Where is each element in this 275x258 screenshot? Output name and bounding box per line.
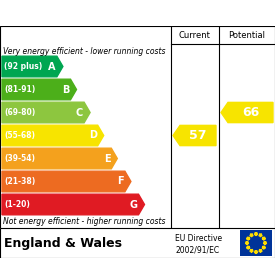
Polygon shape — [262, 237, 265, 240]
Polygon shape — [246, 246, 250, 249]
Polygon shape — [2, 102, 90, 123]
Polygon shape — [2, 125, 104, 146]
Text: England & Wales: England & Wales — [4, 237, 122, 249]
Text: (69-80): (69-80) — [4, 108, 35, 117]
Text: (81-91): (81-91) — [4, 85, 35, 94]
Polygon shape — [263, 241, 267, 245]
Text: Energy Efficiency Rating: Energy Efficiency Rating — [36, 6, 239, 21]
Text: (21-38): (21-38) — [4, 177, 35, 186]
Text: Potential: Potential — [229, 30, 265, 39]
Text: Very energy efficient - lower running costs: Very energy efficient - lower running co… — [3, 46, 166, 55]
Polygon shape — [250, 234, 253, 237]
Text: Not energy efficient - higher running costs: Not energy efficient - higher running co… — [3, 217, 166, 227]
Text: (92 plus): (92 plus) — [4, 62, 42, 71]
Text: EU Directive: EU Directive — [175, 234, 222, 243]
Text: (39-54): (39-54) — [4, 154, 35, 163]
Polygon shape — [250, 249, 253, 253]
Polygon shape — [2, 79, 76, 100]
Polygon shape — [254, 232, 258, 236]
Polygon shape — [259, 249, 262, 253]
Text: 57: 57 — [189, 129, 207, 142]
Text: A: A — [48, 61, 56, 71]
Text: C: C — [76, 108, 83, 117]
Polygon shape — [262, 246, 265, 249]
Polygon shape — [259, 234, 262, 237]
Text: 2002/91/EC: 2002/91/EC — [175, 245, 219, 254]
Polygon shape — [2, 148, 117, 169]
Polygon shape — [246, 237, 250, 240]
Polygon shape — [2, 56, 63, 77]
Polygon shape — [2, 171, 131, 192]
Text: (55-68): (55-68) — [4, 131, 35, 140]
Polygon shape — [2, 194, 144, 215]
Polygon shape — [221, 102, 273, 123]
Text: (1-20): (1-20) — [4, 200, 30, 209]
Bar — [240, 230, 272, 256]
Text: B: B — [62, 85, 70, 94]
Polygon shape — [254, 251, 258, 254]
Text: D: D — [89, 131, 97, 141]
Text: E: E — [104, 154, 110, 164]
Text: G: G — [130, 199, 138, 209]
Polygon shape — [245, 241, 249, 245]
Polygon shape — [173, 125, 216, 146]
Text: Current: Current — [178, 30, 210, 39]
Text: 66: 66 — [242, 106, 259, 119]
Text: F: F — [117, 176, 124, 187]
